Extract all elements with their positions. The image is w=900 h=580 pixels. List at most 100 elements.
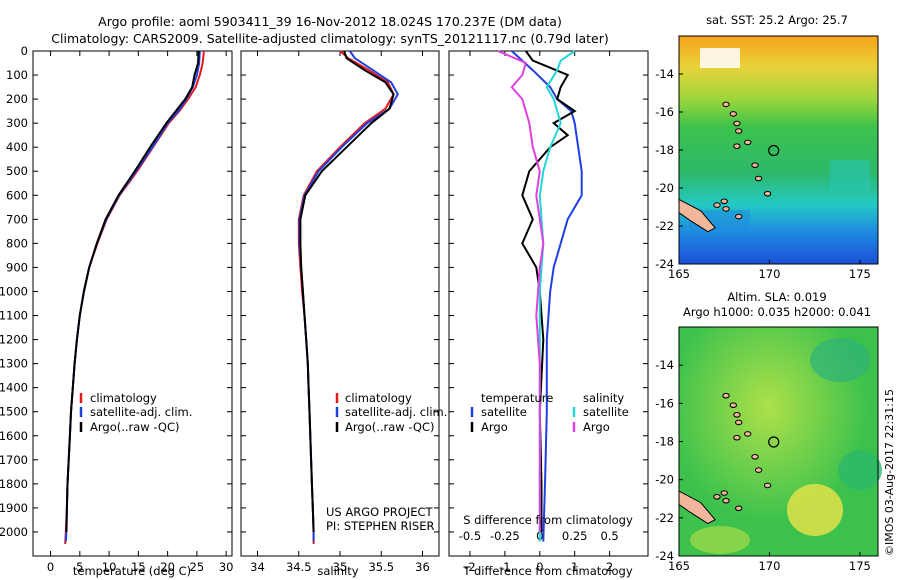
- temperature-xlabel: temperature (deg C): [73, 564, 191, 578]
- sst-map-title: sat. SST: 25.2 Argo: 25.7: [706, 13, 848, 27]
- legend-climatology-label: climatology: [90, 391, 157, 405]
- lat-tick-label: -24: [655, 257, 674, 271]
- low-sla-patch: [810, 338, 870, 382]
- vanuatu-island: [713, 202, 721, 208]
- difference-profile-lines: [497, 50, 583, 542]
- salinity-profile-lines: [297, 50, 399, 544]
- x-tick-label: 0: [47, 560, 54, 574]
- x-tick-label: 15: [131, 560, 146, 574]
- vanuatu-island: [735, 128, 743, 134]
- project-annotation: US ARGO PROJECT: [326, 505, 434, 519]
- depth-tick-label: 1700: [0, 453, 28, 467]
- sla-map-frame: [678, 326, 879, 557]
- depth-tick-label: 1900: [0, 501, 28, 515]
- salinity-legend: climatology satellite-adj. clim. Argo(..…: [335, 391, 447, 434]
- sst-map-axes: 165 170 175 -24 -22 -20 -18 -16 -14: [655, 67, 871, 281]
- t-difference-xlabel: T difference from climatology: [462, 564, 633, 578]
- x-tick-label: 0: [536, 560, 543, 574]
- lat-tick-label: -20: [655, 473, 674, 487]
- temperature-plot-frame: [32, 50, 233, 557]
- vanuatu-island: [722, 101, 730, 108]
- depth-tick-label: 800: [6, 236, 28, 250]
- x-tick-label: -2: [464, 560, 475, 574]
- depth-tick-label: 200: [6, 92, 28, 106]
- vanuatu-island: [735, 419, 743, 426]
- mid-sla-patch: [838, 450, 882, 490]
- sla-map-title-line2: Argo h1000: 0.035 h2000: 0.041: [683, 305, 871, 319]
- series-line: [65, 50, 200, 533]
- s-tick-label: -0.5: [459, 529, 481, 543]
- depth-tick-label: 900: [6, 260, 28, 274]
- lat-tick-label: -18: [655, 435, 674, 449]
- lat-tick-label: -18: [655, 143, 674, 157]
- x-tick-label: 20: [160, 560, 175, 574]
- difference-legend: temperature satellite Argo salinity sate…: [470, 391, 629, 434]
- depth-tick-label: 1300: [0, 357, 28, 371]
- series-line: [511, 50, 583, 542]
- salinity-x-axis: 34 34.5 35 35.5 36: [241, 50, 439, 574]
- x-tick-label: 30: [219, 560, 234, 574]
- s-difference-label: S difference from climatology: [463, 513, 633, 527]
- x-tick-label: -1: [499, 560, 510, 574]
- depth-tick-label: 300: [6, 116, 28, 130]
- argo-position-marker: [768, 436, 780, 448]
- depth-tick-label: 600: [6, 188, 28, 202]
- vanuatu-island: [754, 175, 763, 182]
- lat-tick-label: -14: [655, 358, 674, 372]
- vanuatu-island: [733, 120, 741, 127]
- lon-tick-label: 175: [849, 267, 871, 281]
- legend-salinity-title: salinity: [583, 391, 624, 405]
- legend-temperature-title: temperature: [481, 391, 553, 405]
- depth-tick-label: 1400: [0, 381, 28, 395]
- x-tick-label: 35: [333, 560, 348, 574]
- header-title-line2: Climatology: CARS2009. Satellite-adjuste…: [51, 31, 608, 46]
- sla-map-axes: 165 170 175 -24 -22 -20 -18 -16 -14: [655, 358, 871, 573]
- s-tick-label: 0.5: [600, 529, 618, 543]
- vanuatu-island: [744, 431, 752, 437]
- depth-tick-label: 1000: [0, 284, 28, 298]
- salinity-panel: 34 34.5 35 35.5 36 salinity climatology sate…: [240, 50, 447, 578]
- vanuatu-island: [733, 143, 741, 149]
- lon-tick-label: 165: [668, 559, 690, 573]
- vanuatu-island: [733, 412, 741, 418]
- series-line: [521, 50, 577, 532]
- vanuatu-island: [729, 402, 737, 409]
- vanuatu-island: [713, 494, 721, 500]
- vanuatu-island: [754, 467, 763, 473]
- lat-tick-label: -22: [655, 511, 674, 525]
- lat-tick-label: -14: [655, 67, 674, 81]
- s-tick-label: -0.25: [490, 529, 520, 543]
- vanuatu-island: [722, 392, 730, 399]
- cloud-mask-patch: [700, 48, 740, 68]
- salinity-plot-frame: [240, 50, 440, 557]
- depth-tick-label: 1200: [0, 333, 28, 347]
- depth-tick-label: 100: [6, 68, 28, 82]
- lat-tick-label: -24: [655, 549, 674, 563]
- x-tick-label: 36: [415, 560, 430, 574]
- x-tick-label: 34.5: [286, 560, 312, 574]
- difference-panel: -2 -1 0 1 2-0.5 -0.25 0 0.25 0.5 T difference fr…: [448, 50, 649, 578]
- argo-position-marker: [768, 144, 780, 157]
- imos-timestamp: ©IMOS 03-Aug-2017 22:31:15: [883, 389, 896, 556]
- pi-annotation: PI: STEPHEN RISER: [326, 519, 435, 533]
- depth-tick-label: 2000: [0, 525, 28, 539]
- legend-argo-label: Argo(..raw -QC): [345, 420, 435, 434]
- vanuatu-island: [735, 505, 743, 512]
- legend-s-satellite-label: satellite: [583, 405, 629, 419]
- vanuatu-island: [763, 190, 772, 197]
- depth-tick-label: 500: [6, 164, 28, 178]
- vanuatu-island: [729, 111, 737, 117]
- vanuatu-island: [722, 497, 730, 504]
- temperature-panel: 0100200300400500600700800900100011001200…: [0, 44, 233, 578]
- x-tick-label: 1: [571, 560, 578, 574]
- salinity-xlabel: salinity: [317, 564, 358, 578]
- depth-tick-label: 1600: [0, 429, 28, 443]
- series-line: [299, 50, 395, 533]
- depth-tick-label: 1500: [0, 405, 28, 419]
- sst-map: sat. SST: 25.2 Argo: 25.7 165 170 175 -24 -2…: [655, 13, 879, 281]
- header-title-line1: Argo profile: aoml 5903411_39 16-Nov-201…: [98, 14, 562, 29]
- lat-tick-label: -16: [655, 396, 674, 410]
- sla-map-title-line1: Altim. SLA: 0.019: [727, 290, 826, 304]
- x-tick-label: 25: [190, 560, 205, 574]
